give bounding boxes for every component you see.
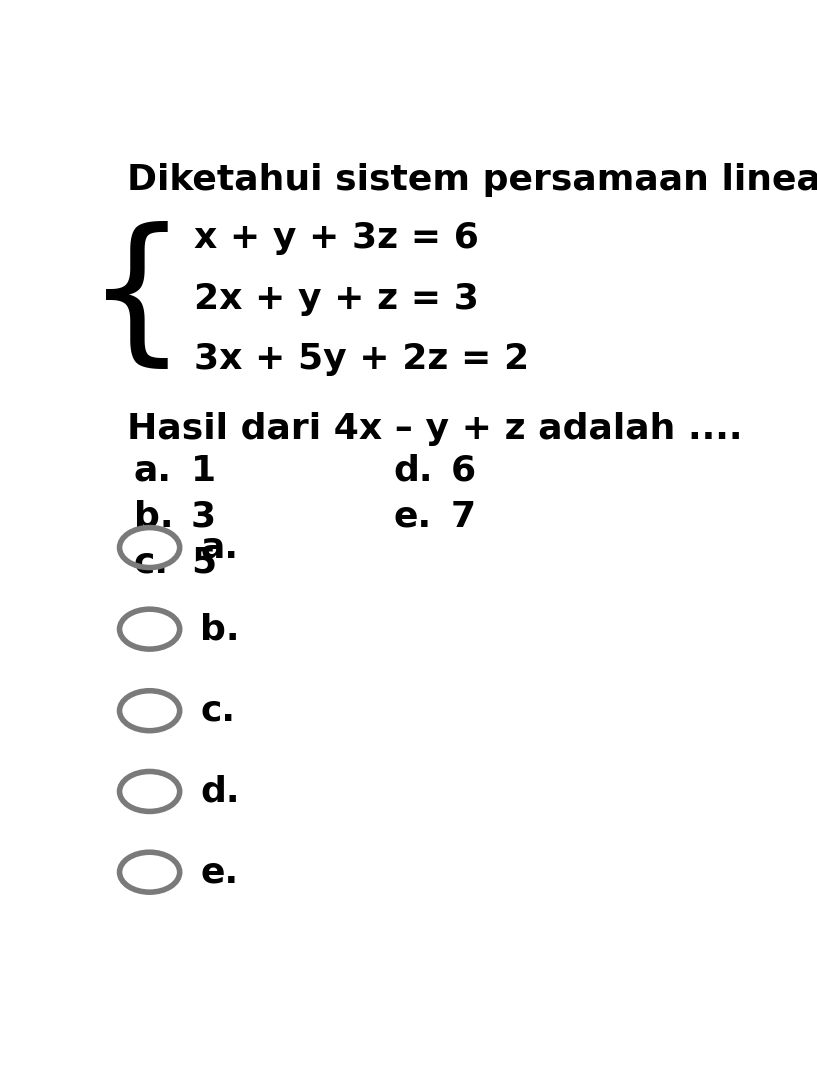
Text: 2x + y + z = 3: 2x + y + z = 3	[194, 282, 479, 316]
Text: a.: a.	[200, 531, 239, 564]
Text: 3x + 5y + 2z = 2: 3x + 5y + 2z = 2	[194, 343, 529, 376]
Text: 3: 3	[191, 499, 216, 534]
Text: {: {	[86, 222, 188, 376]
Text: 7: 7	[450, 499, 475, 534]
Text: e.: e.	[200, 855, 239, 890]
Text: c.: c.	[200, 694, 235, 728]
Text: Hasil dari 4x – y + z adalah ....: Hasil dari 4x – y + z adalah ....	[127, 412, 743, 446]
Text: a.: a.	[134, 454, 172, 488]
Text: c.: c.	[134, 546, 169, 579]
Text: x + y + 3z = 6: x + y + 3z = 6	[194, 221, 479, 255]
Text: d.: d.	[200, 774, 239, 809]
Text: e.: e.	[394, 499, 431, 534]
Text: b.: b.	[200, 612, 239, 646]
Text: 1: 1	[191, 454, 216, 488]
Text: 5: 5	[191, 546, 216, 579]
Text: 6: 6	[450, 454, 475, 488]
Text: b.: b.	[134, 499, 173, 534]
Text: d.: d.	[394, 454, 433, 488]
Text: Diketahui sistem persamaan linear:: Diketahui sistem persamaan linear:	[127, 163, 817, 197]
